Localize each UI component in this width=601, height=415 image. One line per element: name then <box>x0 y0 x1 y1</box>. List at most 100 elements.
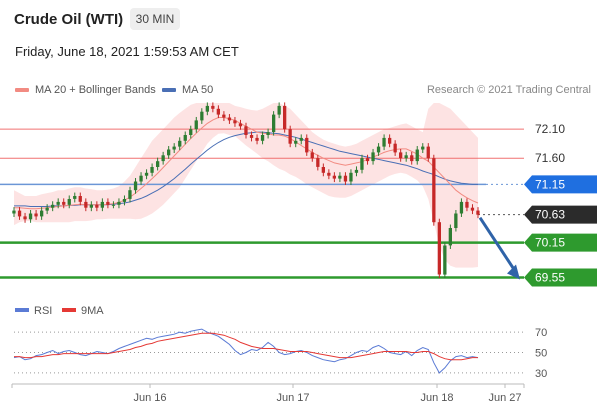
instrument-title: Crude Oil (WTI) <box>14 11 124 28</box>
candle-body <box>211 105 215 109</box>
candle-body <box>128 190 132 199</box>
candle-body <box>371 152 375 162</box>
level-label: 70.63 <box>535 208 565 222</box>
candle-body <box>354 169 359 173</box>
x-tick-label: Jun 27 <box>488 392 521 404</box>
candle-body <box>78 196 82 202</box>
forecast-arrow-shaft <box>478 216 518 274</box>
candle-body <box>227 117 232 121</box>
candle-body <box>272 114 276 132</box>
candle-body <box>399 152 403 159</box>
candle-body <box>470 207 475 211</box>
rsi-legend-label: RSI <box>34 305 52 317</box>
candle-body <box>249 135 254 138</box>
legend-ma50: MA 50 <box>162 84 213 96</box>
candle-body <box>34 213 38 217</box>
candle-body <box>432 158 436 223</box>
candle-body <box>161 155 165 162</box>
candle-body <box>288 129 292 144</box>
level-label-tag <box>524 175 597 194</box>
candle-body <box>277 105 281 115</box>
level-label: 72.10 <box>535 122 565 136</box>
candle-body <box>56 201 60 205</box>
candle-body <box>144 172 149 176</box>
candle-body <box>360 158 364 170</box>
candle-body <box>321 167 325 173</box>
ma9-swatch <box>62 308 76 312</box>
candle-body <box>222 114 226 118</box>
legend-ma20: MA 20 + Bollinger Bands <box>15 84 156 96</box>
candle-body <box>343 175 348 182</box>
ma9-legend-label: 9MA <box>81 305 104 317</box>
candle-body <box>216 108 220 115</box>
candle-body <box>84 201 88 208</box>
chart-datetime: Friday, June 18, 2021 1:59:53 AM CET <box>15 44 239 59</box>
candle-body <box>382 137 386 147</box>
level-label-tag <box>524 268 597 287</box>
candle-body <box>62 201 66 205</box>
candle-body <box>244 126 248 135</box>
rsi-tick-label: 30 <box>535 368 547 380</box>
candle-body <box>294 140 298 144</box>
candle-body <box>133 181 138 191</box>
candle-body <box>51 204 55 208</box>
candle-body <box>454 213 458 228</box>
candle-body <box>106 201 110 205</box>
candle-body <box>376 146 381 153</box>
candle-body <box>150 167 154 173</box>
ma20-swatch <box>15 88 29 92</box>
x-tick-label: Jun 18 <box>420 392 453 404</box>
candle-body <box>393 143 397 153</box>
research-credit: Research © 2021 Trading Central <box>426 84 591 96</box>
candle-body <box>305 137 309 153</box>
candle-body <box>111 204 116 206</box>
candle-body <box>205 105 209 112</box>
candle-body <box>410 155 414 162</box>
candle-body <box>338 175 342 179</box>
candle-body <box>183 135 187 141</box>
candle-body <box>95 204 99 208</box>
rsi-ma-line <box>14 332 478 361</box>
candle-body <box>426 146 430 159</box>
candle-body <box>194 120 198 130</box>
rsi-tick-label: 50 <box>535 348 547 360</box>
candle-body <box>437 222 441 275</box>
candle-body <box>40 210 44 217</box>
candle-body <box>45 207 49 211</box>
candle-body <box>73 196 77 199</box>
candle-body <box>327 172 331 176</box>
level-label: 71.60 <box>535 151 565 165</box>
candle-body <box>200 111 204 121</box>
ma50-swatch <box>162 88 176 92</box>
candle-body <box>100 201 104 208</box>
candle-body <box>388 137 392 144</box>
ma20-legend-label: MA 20 + Bollinger Bands <box>35 84 156 96</box>
candle-body <box>178 140 182 147</box>
candle-body <box>448 228 452 246</box>
candle-body <box>404 155 408 159</box>
candle-body <box>349 172 353 182</box>
candle-body <box>415 149 419 162</box>
candle-body <box>238 123 243 127</box>
candle-body <box>156 161 160 167</box>
x-tick-label: Jun 16 <box>133 392 166 404</box>
candle-body <box>122 199 127 202</box>
rsi-line <box>13 328 479 374</box>
candle-body <box>23 216 27 220</box>
candle-body <box>189 129 193 135</box>
candle-body <box>476 210 480 215</box>
candle-body <box>260 135 265 141</box>
candle-body <box>421 146 425 150</box>
level-label: 71.15 <box>535 177 565 191</box>
rsi-swatch <box>15 308 29 312</box>
bollinger-band <box>14 103 478 268</box>
candle-body <box>28 213 33 220</box>
timeframe-badge[interactable]: 30 MIN <box>130 8 180 30</box>
candle-body <box>266 132 270 135</box>
candle-body <box>299 137 303 141</box>
candle-body <box>89 204 93 208</box>
forecast-arrow-head <box>507 264 520 280</box>
candle-body <box>365 158 370 162</box>
candle-body <box>283 105 287 130</box>
